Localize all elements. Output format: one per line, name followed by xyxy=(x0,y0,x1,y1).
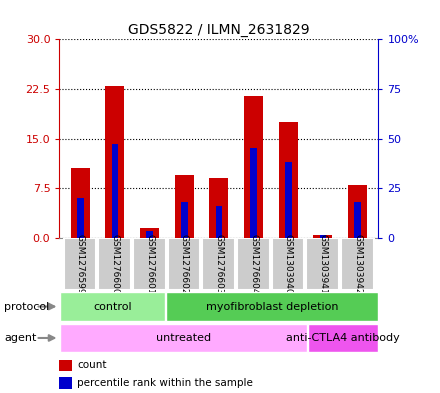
Text: agent: agent xyxy=(4,333,37,343)
Text: GSM1276602: GSM1276602 xyxy=(180,234,189,294)
Text: GSM1303941: GSM1303941 xyxy=(319,234,327,295)
Text: GSM1276603: GSM1276603 xyxy=(214,234,224,295)
Bar xyxy=(181,202,187,238)
FancyBboxPatch shape xyxy=(271,238,304,290)
Bar xyxy=(146,231,153,238)
Text: GSM1276600: GSM1276600 xyxy=(110,234,119,295)
Text: anti-CTLA4 antibody: anti-CTLA4 antibody xyxy=(286,333,400,343)
Text: count: count xyxy=(77,360,106,371)
FancyBboxPatch shape xyxy=(237,238,270,290)
FancyBboxPatch shape xyxy=(98,238,131,290)
Text: GSM1276599: GSM1276599 xyxy=(76,234,85,295)
FancyBboxPatch shape xyxy=(63,238,96,290)
Bar xyxy=(59,360,72,371)
Bar xyxy=(59,377,72,389)
Bar xyxy=(112,145,118,238)
Text: control: control xyxy=(93,301,132,312)
Title: GDS5822 / ILMN_2631829: GDS5822 / ILMN_2631829 xyxy=(128,23,310,37)
Bar xyxy=(175,175,194,238)
FancyBboxPatch shape xyxy=(306,238,339,290)
Bar xyxy=(285,162,292,238)
Bar xyxy=(209,178,228,238)
Text: protocol: protocol xyxy=(4,301,50,312)
Bar xyxy=(348,185,367,238)
Text: myofibroblast depletion: myofibroblast depletion xyxy=(206,301,338,312)
Bar xyxy=(354,202,361,238)
FancyBboxPatch shape xyxy=(168,238,200,290)
Bar xyxy=(319,235,326,238)
Bar xyxy=(250,149,257,238)
Text: percentile rank within the sample: percentile rank within the sample xyxy=(77,378,253,388)
Bar xyxy=(71,168,90,238)
Text: untreated: untreated xyxy=(156,333,211,343)
Bar xyxy=(140,228,159,238)
Bar xyxy=(313,235,333,238)
FancyBboxPatch shape xyxy=(133,238,165,290)
Bar xyxy=(244,95,263,238)
Bar xyxy=(279,122,298,238)
Text: GSM1276601: GSM1276601 xyxy=(145,234,154,295)
FancyBboxPatch shape xyxy=(60,323,307,353)
FancyBboxPatch shape xyxy=(166,292,378,321)
Bar xyxy=(77,198,84,238)
Text: GSM1303940: GSM1303940 xyxy=(284,234,293,295)
FancyBboxPatch shape xyxy=(60,292,165,321)
Text: GSM1276604: GSM1276604 xyxy=(249,234,258,294)
FancyBboxPatch shape xyxy=(202,238,235,290)
Bar xyxy=(216,206,222,238)
Text: GSM1303942: GSM1303942 xyxy=(353,234,362,294)
Bar xyxy=(105,86,125,238)
FancyBboxPatch shape xyxy=(341,238,374,290)
FancyBboxPatch shape xyxy=(308,323,378,353)
